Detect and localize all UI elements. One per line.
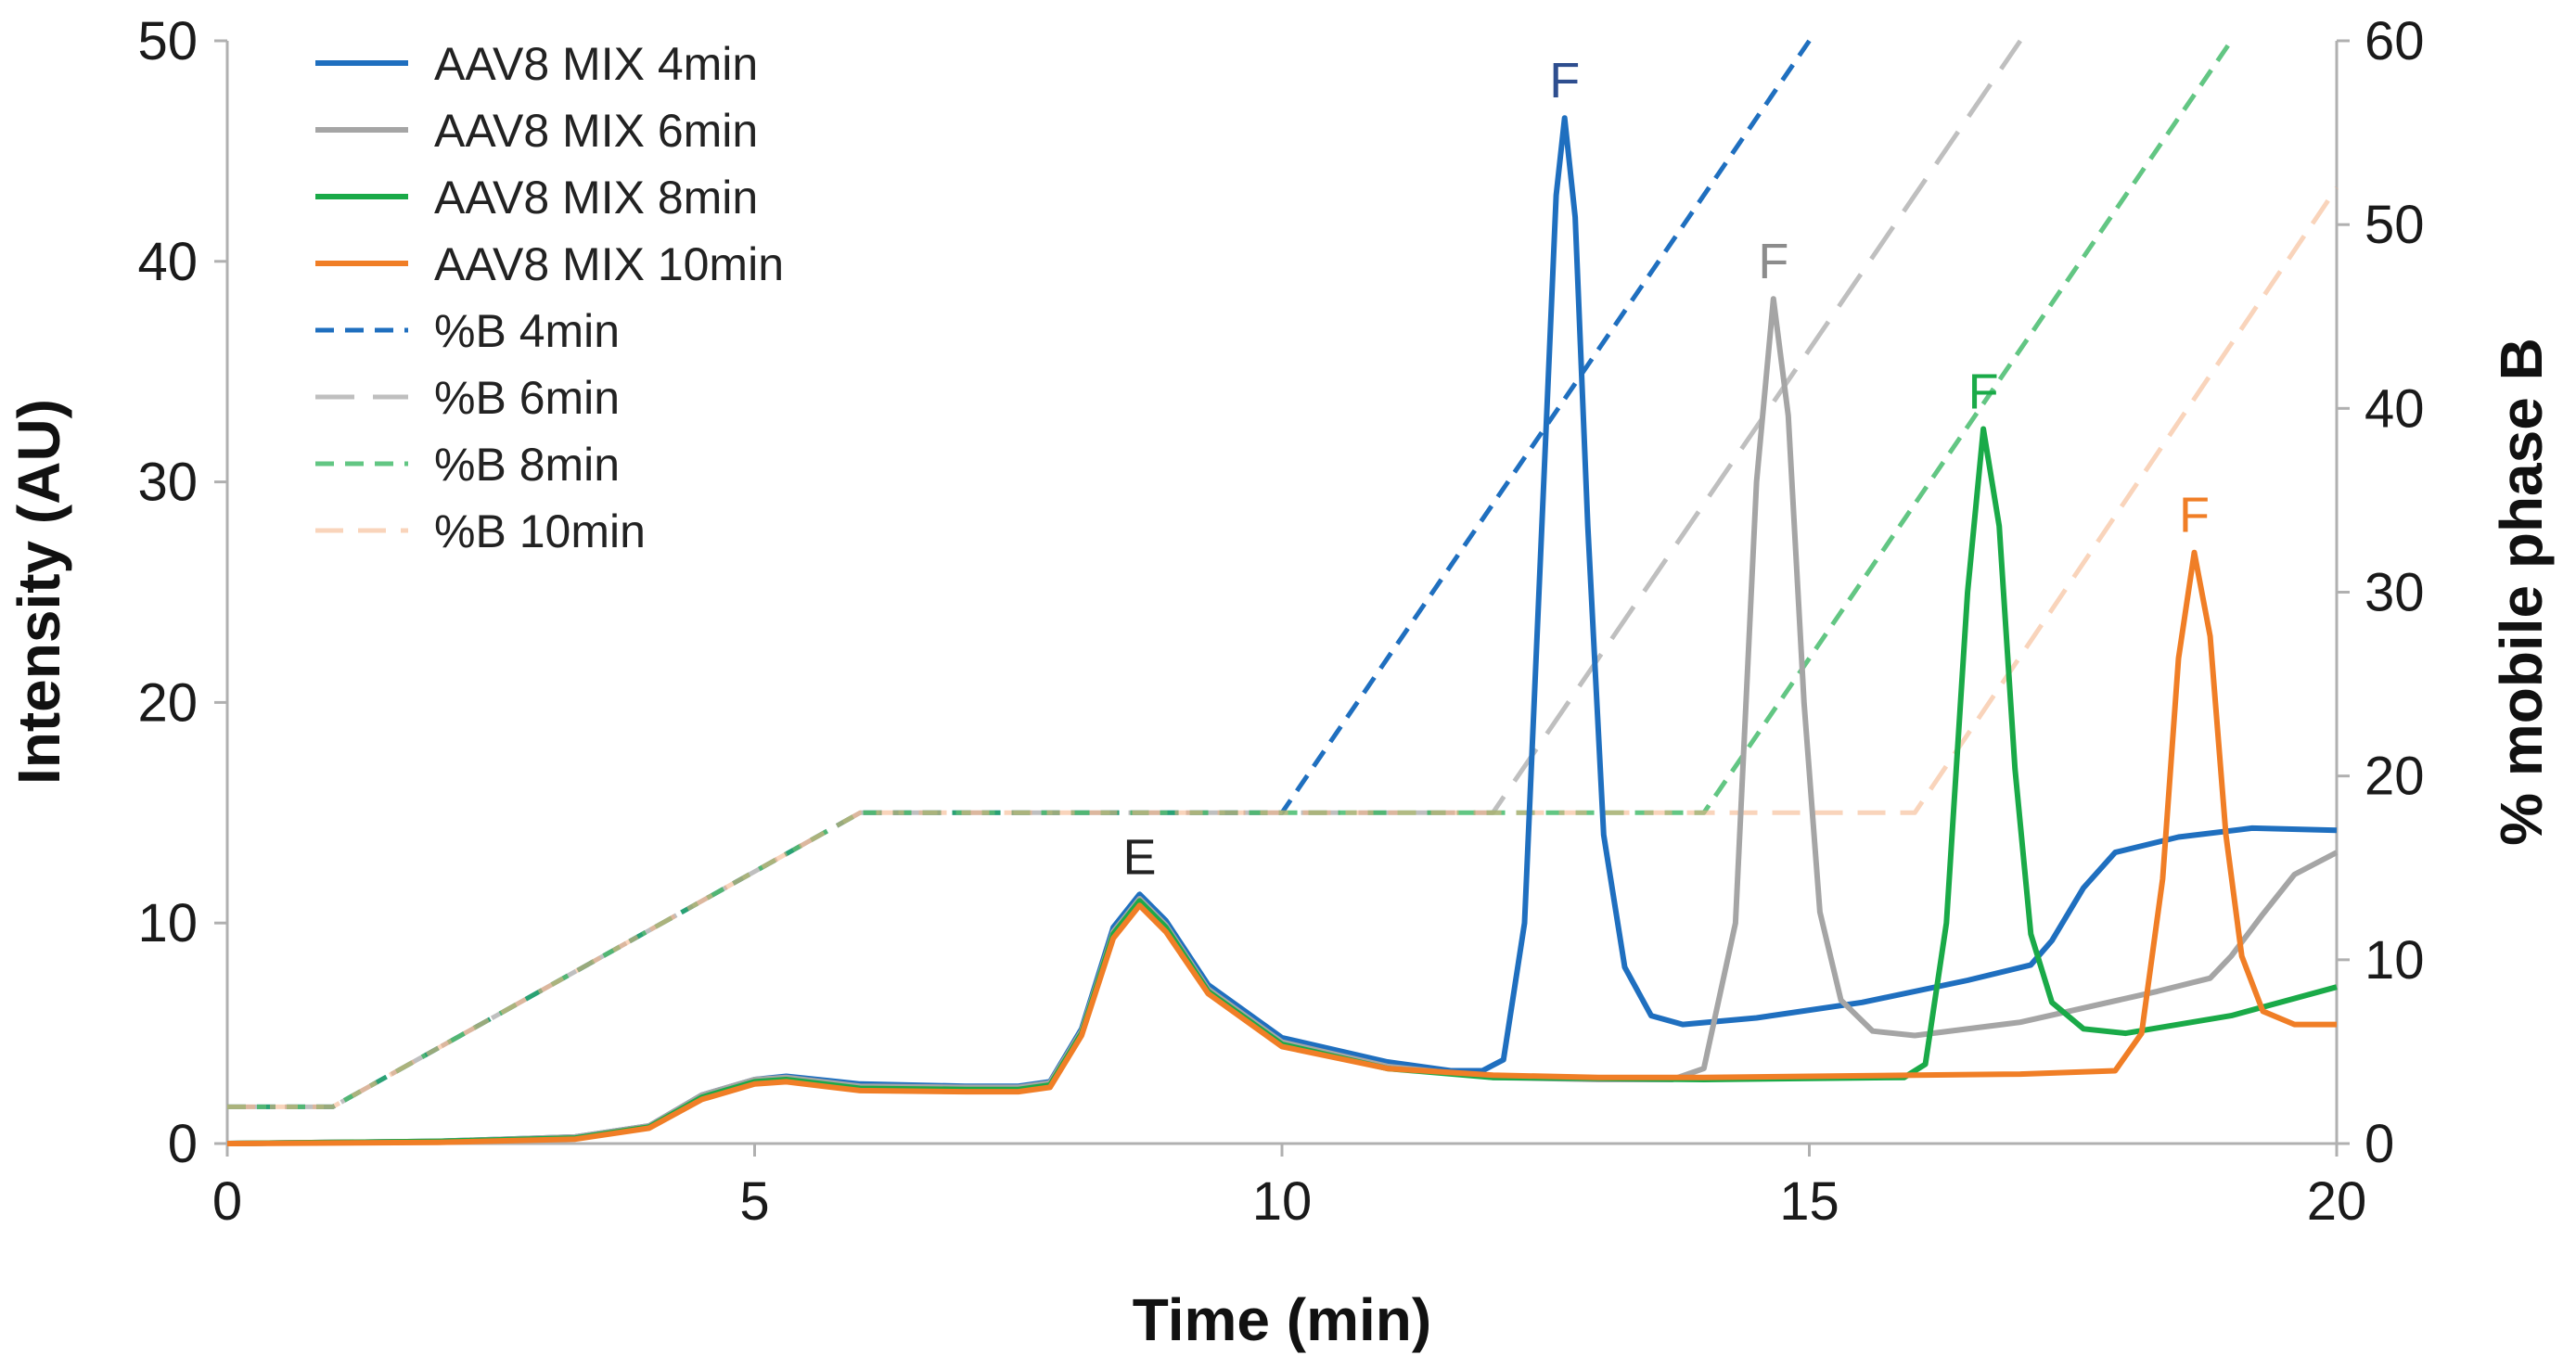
legend-label: AAV8 MIX 4min [434,38,758,90]
legend-label: %B 10min [434,505,646,557]
y-axis-title: Intensity (AU) [6,399,72,785]
peak-label: F [1549,53,1580,109]
peak-label: F [1968,364,1999,420]
legend-label: %B 6min [434,372,620,424]
legend-label: AAV8 MIX 8min [434,172,758,224]
legend-label: AAV8 MIX 6min [434,105,758,157]
y2-tick-label: 40 [2365,378,2425,439]
peak-label: F [1758,234,1788,289]
y2-tick-label: 30 [2365,563,2425,623]
y2-tick-label: 10 [2365,930,2425,991]
mobile-phase-lines [227,39,2339,1109]
peak-label: E [1122,829,1156,885]
series-line-aav8-mix-10min [226,549,2337,1146]
legend-label: AAV8 MIX 10min [434,238,784,290]
x-axis-title: Time (min) [1133,1286,1431,1353]
y2-tick-label: 0 [2365,1114,2394,1174]
x-tick-label: 10 [1252,1171,1313,1232]
x-tick-label: 0 [212,1171,242,1232]
y-tick-label: 10 [137,893,198,953]
y2-tick-label: 20 [2365,747,2425,807]
x-tick-label: 15 [1779,1171,1839,1232]
x-tick-label: 5 [739,1171,769,1232]
y2-tick-label: 50 [2365,195,2425,255]
y2-axis-title: % mobile phase B [2488,338,2555,846]
series-line-pct-b-10min [227,186,2339,1109]
y-tick-label: 20 [137,672,198,733]
y-tick-label: 30 [137,453,198,513]
y2-tick-label: 60 [2365,11,2425,71]
x-tick-label: 20 [2307,1171,2367,1232]
peak-label: F [2179,488,2210,543]
legend-label: %B 4min [434,305,620,357]
y-tick-label: 40 [137,232,198,292]
intensity-lines [226,115,2339,1146]
peak-annotations: E F F F F [1122,53,2210,885]
series-line-aav8-mix-6min [226,296,2339,1146]
y-tick-label: 50 [137,11,198,71]
legend-label: %B 8min [434,439,620,491]
y-tick-label: 0 [168,1114,198,1174]
legend: AAV8 MIX 4min AAV8 MIX 6min AAV8 MIX 8min A… [315,38,784,557]
